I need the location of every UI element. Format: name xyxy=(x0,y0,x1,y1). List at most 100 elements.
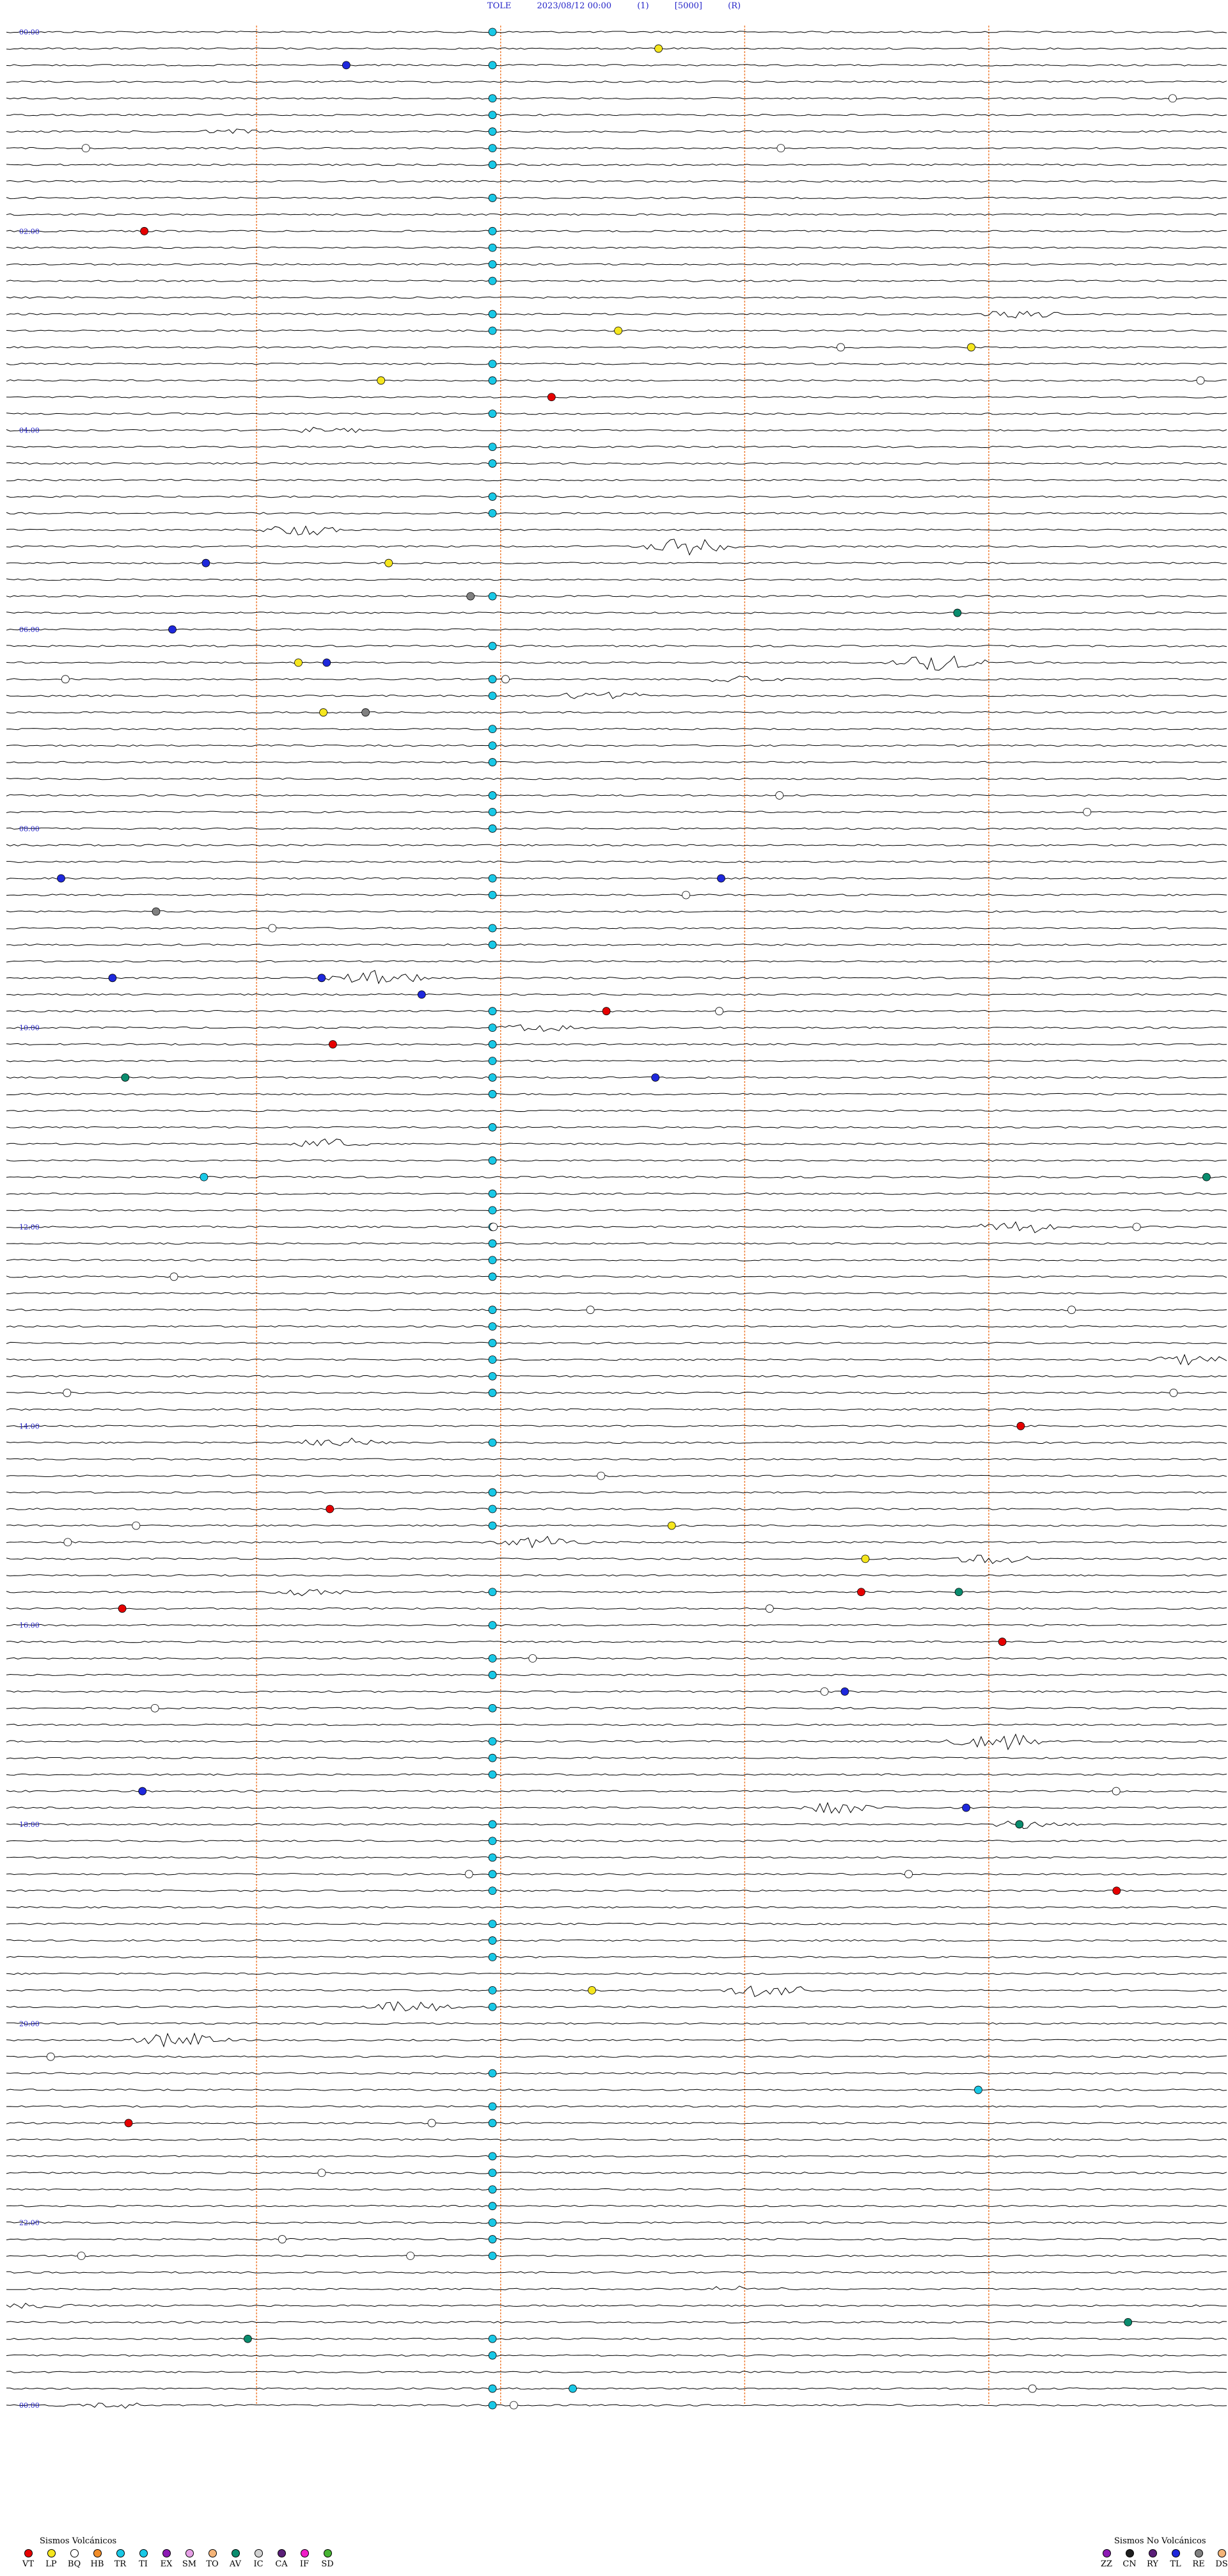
event-marker xyxy=(488,2218,497,2227)
event-marker xyxy=(169,1272,178,1281)
trace-row-133 xyxy=(6,2238,1227,2241)
trace-row-117 xyxy=(6,1972,1227,1975)
event-marker xyxy=(488,1256,497,1265)
event-marker xyxy=(1169,1389,1178,1397)
legend-dot-icon xyxy=(116,2549,125,2557)
trace-row-51 xyxy=(6,877,1227,880)
legend-code: VT xyxy=(22,2559,35,2569)
event-marker xyxy=(488,443,497,452)
event-marker xyxy=(488,741,497,750)
event-marker xyxy=(488,376,497,385)
ten-minute-markers xyxy=(256,26,989,2405)
event-marker xyxy=(954,1588,963,1597)
event-marker xyxy=(998,1638,1007,1646)
event-marker xyxy=(488,791,497,800)
trace-row-121 xyxy=(6,2032,1227,2048)
event-marker xyxy=(488,940,497,949)
event-marker xyxy=(464,1870,473,1879)
chart-header: TOLE 2023/08/12 00:00 (1) [5000] (R) xyxy=(0,0,1228,14)
event-marker xyxy=(820,1687,829,1696)
trace-row-26 xyxy=(6,462,1227,465)
event-marker xyxy=(488,1339,497,1347)
event-marker xyxy=(1196,376,1205,385)
event-marker xyxy=(488,1272,497,1281)
legend-item-bq: BQ xyxy=(65,2549,83,2569)
event-marker xyxy=(61,675,70,684)
event-marker xyxy=(140,226,149,235)
event-marker xyxy=(488,310,497,319)
trace-row-97 xyxy=(6,1640,1227,1643)
trace-row-33 xyxy=(6,578,1227,581)
trace-row-61 xyxy=(6,1043,1227,1046)
trace-row-76 xyxy=(6,1292,1227,1295)
event-marker xyxy=(509,2401,518,2410)
trace-row-22 xyxy=(6,395,1227,399)
trace-row-28 xyxy=(6,495,1227,498)
event-marker xyxy=(417,990,426,999)
event-marker xyxy=(329,1040,337,1048)
event-marker xyxy=(614,326,622,335)
event-marker xyxy=(1028,2384,1037,2393)
event-marker xyxy=(488,1820,497,1829)
event-marker xyxy=(488,2169,497,2177)
trace-row-56 xyxy=(6,960,1227,963)
trace-row-37 xyxy=(6,645,1227,647)
event-marker xyxy=(953,608,962,617)
trace-row-42 xyxy=(6,727,1227,731)
event-marker xyxy=(588,1986,596,1995)
trace-row-116 xyxy=(6,1956,1227,1959)
trace-row-125 xyxy=(6,2105,1227,2108)
event-marker xyxy=(861,1554,870,1563)
legend-item-lp: LP xyxy=(42,2549,60,2569)
event-marker xyxy=(488,1953,497,1961)
trace-row-74 xyxy=(6,1259,1227,1261)
trace-row-20 xyxy=(6,363,1227,365)
trace-row-0 xyxy=(6,31,1227,33)
event-marker xyxy=(466,592,475,601)
legend-item-av: AV xyxy=(226,2549,244,2569)
legend-dot-icon xyxy=(300,2549,309,2557)
event-marker xyxy=(488,276,497,285)
event-marker xyxy=(547,393,556,402)
trace-row-19 xyxy=(6,346,1227,349)
trace-row-93 xyxy=(6,1574,1227,1577)
legend-code: SD xyxy=(321,2559,334,2569)
event-marker xyxy=(488,1886,497,1895)
trace-row-65 xyxy=(6,1109,1227,1112)
trace-row-136 xyxy=(6,2286,1227,2291)
legend-non-volcanic-title: Sismos No Volcánicos xyxy=(1114,2536,1206,2546)
hour-labels: 00:00 02:00 04:00 06:00 08:00 10:00 12:00 14:00… xyxy=(19,28,40,2410)
event-marker xyxy=(150,1703,159,1712)
trace-row-46 xyxy=(6,794,1227,797)
trace-row-59 xyxy=(6,1009,1227,1013)
seismic-traces xyxy=(6,31,1227,2409)
hour-label-8: 16:00 xyxy=(19,1622,40,1630)
event-marker xyxy=(81,144,90,153)
event-marker xyxy=(46,2052,55,2061)
event-marker xyxy=(488,675,497,684)
event-marker xyxy=(488,1654,497,1663)
trace-row-16 xyxy=(6,296,1227,299)
trace-row-49 xyxy=(6,844,1227,847)
legend-volcanic: VT LP BQ HB TR TI EX SM TO AV IC CA IF SD xyxy=(19,2549,336,2569)
legend-dot-icon xyxy=(1148,2549,1157,2557)
trace-row-38 xyxy=(6,655,1227,671)
event-marker xyxy=(488,459,497,468)
legend-item-to: TO xyxy=(203,2549,221,2569)
hour-label-1: 02:00 xyxy=(19,227,40,235)
station-name: TOLE xyxy=(487,1,512,11)
trace-row-140 xyxy=(6,2354,1227,2357)
event-marker xyxy=(488,1372,497,1380)
event-marker xyxy=(962,1803,970,1812)
legend-code: TO xyxy=(206,2559,219,2569)
trace-row-86 xyxy=(6,1458,1227,1461)
event-marker xyxy=(488,592,497,601)
trace-row-113 xyxy=(6,1906,1227,1909)
event-marker xyxy=(488,807,497,816)
event-marker xyxy=(776,144,785,153)
trace-row-80 xyxy=(6,1354,1227,1366)
trace-row-47 xyxy=(6,810,1227,814)
legend-code: IC xyxy=(253,2559,264,2569)
trace-row-75 xyxy=(6,1275,1227,1278)
trace-row-55 xyxy=(6,944,1227,946)
